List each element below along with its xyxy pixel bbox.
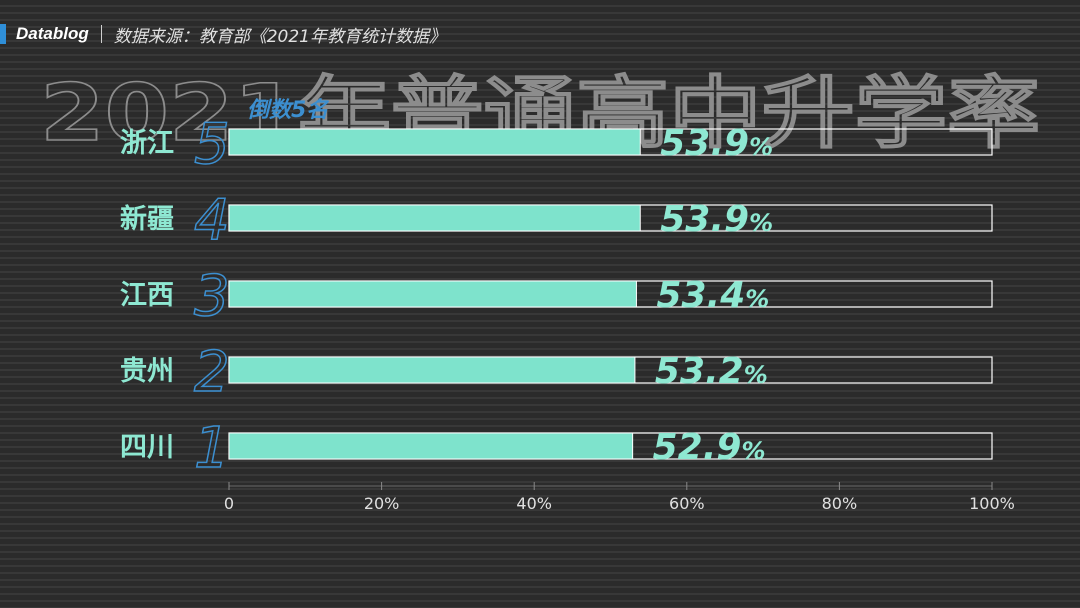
category-label: 新疆 bbox=[120, 203, 174, 235]
bar bbox=[228, 128, 641, 156]
data-label: 53.9% bbox=[660, 199, 773, 240]
data-label: 53.9% bbox=[660, 123, 773, 164]
bar bbox=[228, 356, 636, 384]
rank-number: 5 bbox=[194, 112, 230, 177]
x-tick-label: 20% bbox=[364, 494, 400, 513]
category-label: 四川 bbox=[120, 432, 174, 463]
rank-number: 2 bbox=[194, 340, 230, 405]
x-tick-label: 80% bbox=[822, 494, 858, 513]
bar bbox=[228, 204, 641, 232]
data-label: 52.9% bbox=[653, 427, 766, 468]
chart-subtitle: 倒数5名 bbox=[247, 98, 330, 123]
bar bbox=[228, 432, 634, 460]
rank-number: 4 bbox=[194, 188, 230, 253]
rank-number: 3 bbox=[194, 264, 230, 329]
x-tick-label: 100% bbox=[969, 494, 1015, 513]
source-label: 数据来源：教育部《2021年教育统计数据》 bbox=[113, 26, 446, 47]
brand-label: Datablog bbox=[16, 24, 89, 43]
category-label: 江西 bbox=[120, 280, 174, 311]
category-label: 贵州 bbox=[120, 356, 174, 387]
header: Datablog 数据来源：教育部《2021年教育统计数据》 bbox=[0, 20, 446, 48]
x-tick-label: 40% bbox=[516, 494, 552, 513]
x-tick-label: 60% bbox=[669, 494, 705, 513]
rank-number: 1 bbox=[194, 416, 230, 481]
category-label: 浙江 bbox=[120, 128, 174, 159]
data-label: 53.4% bbox=[656, 275, 769, 316]
x-tick-label: 0 bbox=[224, 494, 234, 513]
bar bbox=[228, 280, 637, 308]
header-separator bbox=[100, 25, 102, 43]
data-label: 53.2% bbox=[655, 351, 768, 392]
header-accent-bar bbox=[0, 24, 6, 44]
